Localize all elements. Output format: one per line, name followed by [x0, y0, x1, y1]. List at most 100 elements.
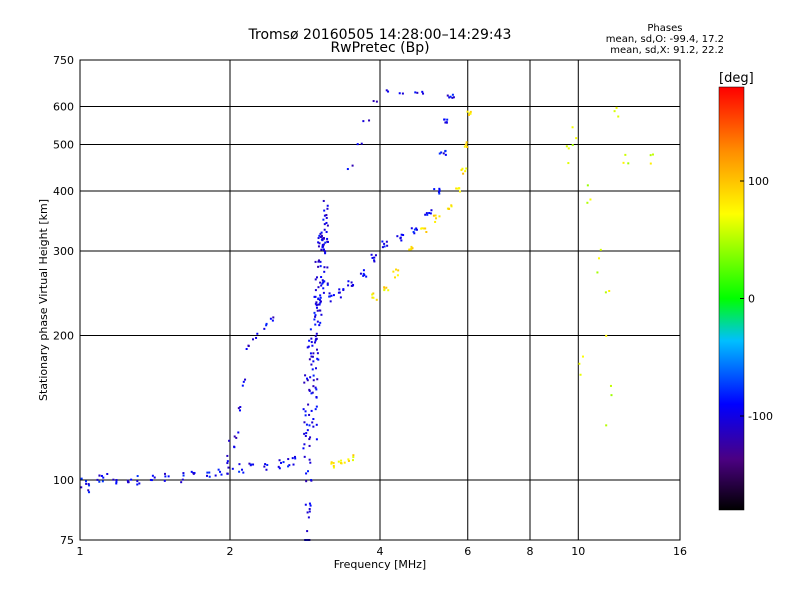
data-point	[338, 288, 341, 291]
data-point	[308, 444, 311, 447]
scatter-points	[80, 89, 654, 541]
data-point	[319, 232, 322, 235]
data-point	[248, 462, 251, 465]
data-point	[112, 478, 115, 481]
data-point	[465, 143, 468, 146]
data-point	[320, 234, 323, 237]
data-point	[446, 94, 449, 97]
data-point	[567, 147, 570, 150]
data-point	[80, 486, 83, 489]
data-point	[466, 110, 469, 113]
data-point	[303, 421, 306, 424]
data-point	[310, 341, 313, 344]
data-point	[310, 355, 313, 358]
data-point	[318, 259, 321, 262]
data-point	[306, 530, 309, 533]
data-point	[394, 276, 397, 279]
data-point	[323, 214, 326, 217]
data-point	[442, 152, 445, 155]
data-point	[610, 394, 613, 397]
data-point	[306, 511, 309, 514]
data-point	[372, 296, 375, 299]
data-point	[317, 237, 320, 240]
data-point	[326, 266, 329, 269]
data-point	[581, 355, 584, 358]
data-point	[245, 347, 248, 350]
data-point	[597, 257, 600, 260]
data-point	[311, 344, 314, 347]
data-point	[339, 296, 342, 299]
data-point	[383, 286, 386, 289]
data-point	[100, 474, 103, 477]
y-tick-label: 300	[53, 245, 74, 258]
data-point	[308, 424, 311, 427]
data-point	[87, 489, 90, 492]
data-point	[322, 218, 325, 221]
chart-title: Tromsø 20160505 14:28:00–14:29:43	[248, 27, 512, 43]
data-point	[613, 110, 616, 113]
data-point	[340, 459, 343, 462]
y-tick-label: 100	[53, 474, 74, 487]
data-point	[429, 212, 432, 215]
data-point	[571, 126, 574, 129]
data-point	[303, 432, 306, 435]
data-point	[324, 241, 327, 244]
data-point	[343, 461, 346, 464]
data-point	[314, 302, 317, 305]
data-point	[309, 461, 312, 464]
data-point	[450, 205, 453, 208]
data-point	[96, 478, 99, 481]
data-point	[400, 233, 403, 236]
data-point	[450, 204, 453, 207]
data-point	[565, 145, 568, 148]
data-point	[469, 110, 472, 113]
data-point	[401, 92, 404, 95]
data-point	[252, 463, 255, 466]
data-point	[308, 358, 311, 361]
data-point	[465, 141, 468, 144]
data-point	[309, 376, 312, 379]
data-point	[115, 482, 118, 485]
data-point	[303, 381, 306, 384]
data-point	[444, 121, 447, 124]
data-point	[130, 478, 133, 481]
data-point	[314, 315, 317, 318]
data-point	[127, 481, 130, 484]
data-point	[214, 474, 217, 477]
data-point	[467, 113, 470, 116]
data-point	[242, 380, 245, 383]
data-point	[410, 245, 413, 248]
data-point	[322, 199, 325, 202]
data-point	[314, 289, 317, 292]
data-point	[368, 119, 371, 122]
data-point	[314, 339, 317, 342]
data-point	[192, 472, 195, 475]
data-point	[217, 468, 220, 471]
data-point	[443, 118, 446, 121]
data-point	[294, 457, 297, 460]
data-point	[263, 465, 266, 468]
data-point	[322, 281, 325, 284]
data-point	[308, 438, 311, 441]
data-point	[153, 476, 156, 479]
data-point	[255, 336, 258, 339]
data-point	[304, 374, 307, 377]
data-point	[163, 479, 166, 482]
data-point	[115, 479, 118, 482]
data-point	[101, 480, 104, 483]
data-point	[352, 456, 355, 459]
data-point	[323, 209, 326, 212]
data-point	[332, 294, 335, 297]
data-point	[586, 184, 589, 187]
data-point	[421, 90, 424, 93]
data-point	[311, 391, 314, 394]
x-tick-label: 16	[673, 545, 687, 558]
data-point	[220, 473, 223, 476]
data-point	[315, 304, 318, 307]
data-point	[322, 248, 325, 251]
data-point	[434, 220, 437, 223]
data-point	[308, 413, 311, 416]
data-point	[88, 484, 91, 487]
data-point	[314, 408, 317, 411]
data-point	[445, 121, 448, 124]
